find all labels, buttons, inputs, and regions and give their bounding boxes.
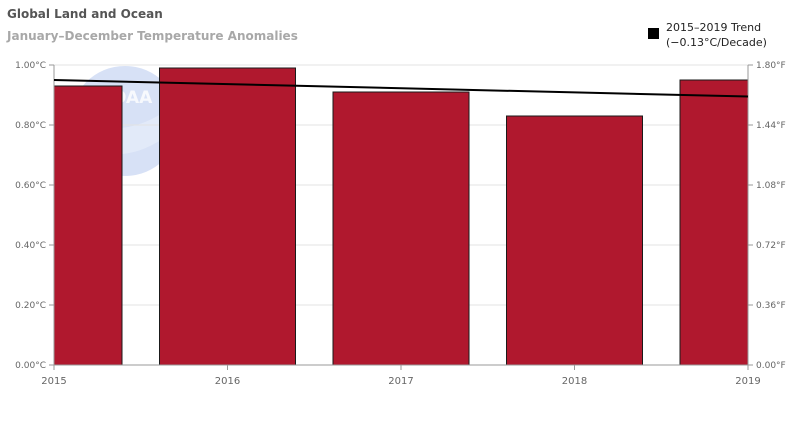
left-tick-label: 0.40°C bbox=[15, 241, 46, 251]
right-tick-label: 0.72°F bbox=[756, 241, 786, 251]
bars bbox=[53, 67, 749, 366]
bar-2018 bbox=[506, 115, 643, 366]
x-tick-label-2015: 2015 bbox=[41, 376, 66, 387]
x-tick-label-2019: 2019 bbox=[735, 376, 760, 387]
left-tick-label: 0.60°C bbox=[15, 181, 46, 191]
left-tick-label: 0.20°C bbox=[15, 301, 46, 311]
legend-label-trend: 2015–2019 Trend (−0.13°C/Decade) bbox=[666, 20, 767, 50]
trend-line-group bbox=[53, 79, 749, 98]
legend-label-line1: 2015–2019 Trend bbox=[666, 21, 762, 34]
left-axis-ticks: 0.00°C 0.20°C 0.40°C 0.60°C 0.80°C 1.00°C bbox=[15, 61, 54, 371]
legend-swatch-trend bbox=[648, 28, 659, 39]
legend-label-line2: (−0.13°C/Decade) bbox=[666, 36, 767, 49]
bar-2015 bbox=[53, 85, 123, 366]
right-tick-label: 1.80°F bbox=[756, 61, 786, 71]
x-tick-label-2016: 2016 bbox=[215, 376, 240, 387]
right-tick-label: 1.44°F bbox=[756, 121, 786, 131]
chart-title: Global Land and Ocean bbox=[7, 7, 163, 21]
left-tick-label: 1.00°C bbox=[15, 61, 46, 71]
x-tick-label-2018: 2018 bbox=[562, 376, 587, 387]
right-tick-label: 1.08°F bbox=[756, 181, 786, 191]
legend[interactable]: 2015–2019 Trend (−0.13°C/Decade) bbox=[648, 20, 767, 50]
bar-2016 bbox=[159, 67, 296, 366]
right-axis-ticks: 0.00°F 0.36°F 0.72°F 1.08°F 1.44°F 1.80°F bbox=[748, 61, 786, 371]
right-tick-label: 0.36°F bbox=[756, 301, 786, 311]
x-tick-label-2017: 2017 bbox=[388, 376, 413, 387]
right-tick-label: 0.00°F bbox=[756, 361, 786, 371]
x-axis-ticks: 2015 2016 2017 2018 2019 bbox=[41, 365, 761, 387]
bar-2017 bbox=[332, 91, 470, 366]
left-tick-label: 0.00°C bbox=[15, 361, 46, 371]
trend-line bbox=[53, 79, 749, 98]
chart-subtitle: January–December Temperature Anomalies bbox=[7, 29, 298, 43]
left-tick-label: 0.80°C bbox=[15, 121, 46, 131]
bar-2019 bbox=[679, 79, 749, 366]
